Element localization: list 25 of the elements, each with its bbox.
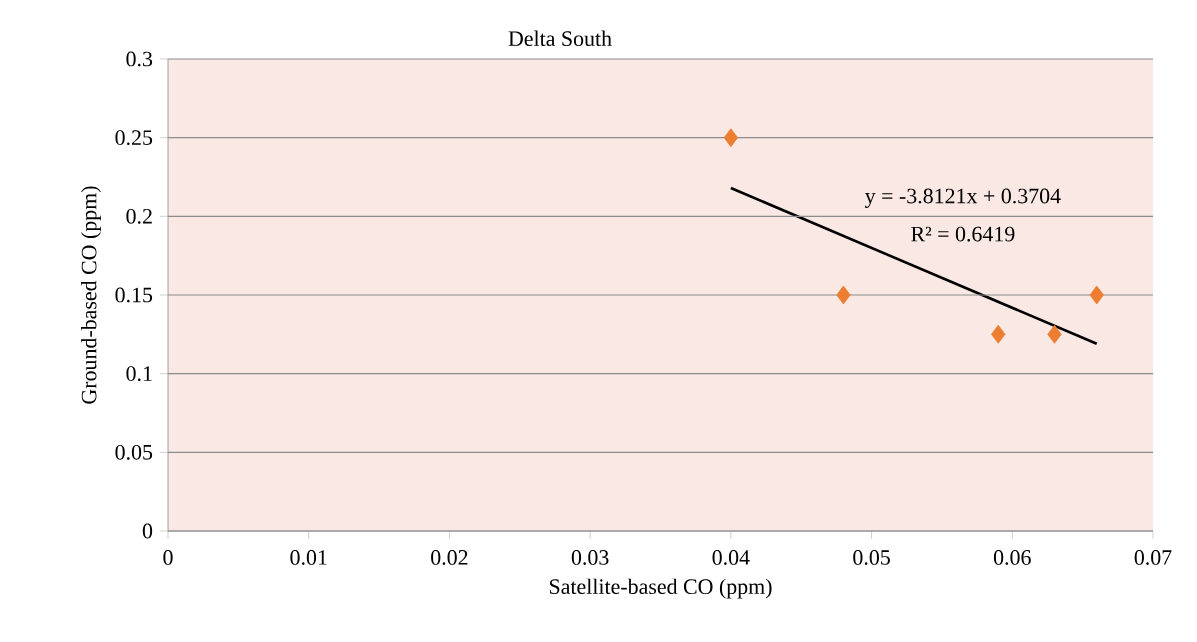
y-tick-label: 0.15 [115, 287, 153, 303]
point [991, 324, 1006, 344]
y-tick-label: 0.2 [126, 208, 152, 224]
point [1089, 285, 1104, 305]
y-tick-label: 0.25 [115, 130, 153, 146]
x-tick-label: 0 [163, 550, 173, 565]
y-axis-title: Ground-based CO (ppm) [81, 186, 101, 404]
chart-title: Delta South [508, 30, 612, 46]
y-tick-label: 0.3 [126, 51, 153, 67]
x-tick-label: 0.07 [1134, 550, 1172, 565]
point [1047, 324, 1062, 344]
x-tick-label: 0.05 [853, 550, 890, 565]
y-tick-label: 0.1 [126, 366, 152, 382]
x-tick-label: 0.04 [712, 550, 750, 565]
x-tick-label: 0.02 [431, 550, 468, 565]
y-tick-label: 0 [142, 523, 153, 539]
x-tick-label: 0.03 [571, 550, 609, 565]
x-axis-title: Satellite-based CO (ppm) [549, 578, 772, 599]
annotation: y = -3.8121x + 0.3704 [864, 188, 1061, 208]
y-tick-label: 0.05 [115, 444, 153, 460]
x-tick-label: 0.01 [290, 550, 327, 565]
x-tick-label: 0.06 [993, 550, 1031, 565]
annotation: R² = 0.6419 [911, 226, 1015, 242]
point [723, 128, 739, 148]
point [836, 285, 851, 305]
